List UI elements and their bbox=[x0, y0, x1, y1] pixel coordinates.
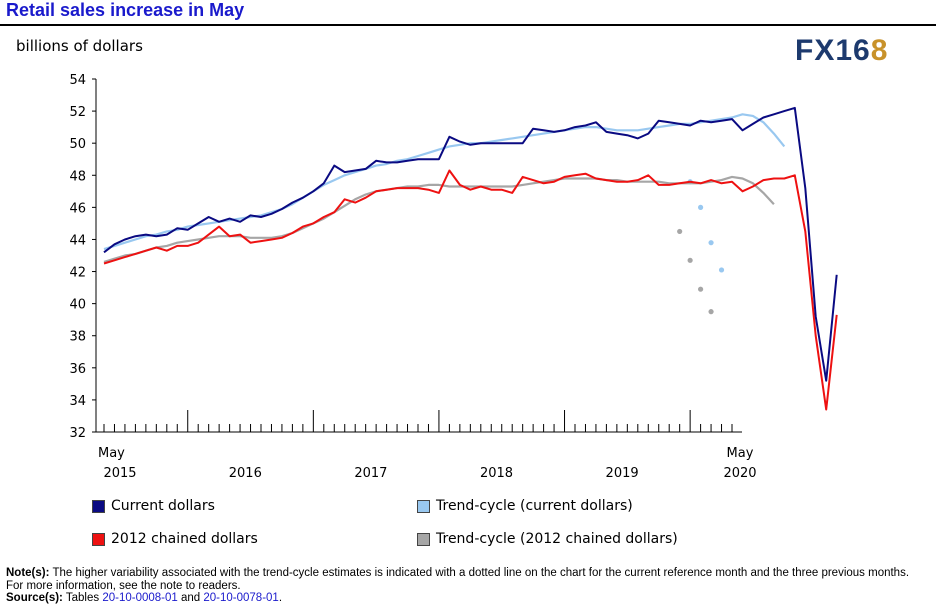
y-tick-label: 50 bbox=[69, 137, 86, 152]
units-label: billions of dollars bbox=[16, 37, 143, 55]
table-link-2[interactable]: 20-10-0078-01 bbox=[203, 592, 279, 604]
table-link-1[interactable]: 20-10-0008-01 bbox=[102, 592, 178, 604]
legend-label-chained: 2012 chained dollars bbox=[111, 531, 258, 547]
legend-label-trend-chained: Trend-cycle (2012 chained dollars) bbox=[436, 531, 678, 547]
x-year-label: 2019 bbox=[606, 466, 639, 481]
source-prefix: Tables bbox=[65, 592, 100, 604]
series-line-trend-chained bbox=[103, 175, 775, 263]
y-tick-label: 42 bbox=[69, 266, 86, 281]
note-label: Note(s): bbox=[6, 567, 50, 579]
legend-swatch-current bbox=[92, 499, 105, 513]
y-tick-label: 46 bbox=[69, 201, 86, 216]
fx168-logo: FX168 bbox=[795, 34, 888, 66]
x-year-label: 2015 bbox=[103, 466, 136, 481]
source-and: and bbox=[180, 592, 201, 604]
x-year-label: 2020 bbox=[723, 466, 756, 481]
source-end: . bbox=[278, 592, 283, 604]
legend-label-current: Current dollars bbox=[111, 498, 215, 514]
legend-swatch-trend-current bbox=[417, 499, 430, 513]
y-tick-label: 52 bbox=[69, 105, 86, 120]
source-line: Source(s): Tables 20-10-0008-01 and 20-1… bbox=[6, 592, 916, 605]
y-tick-label: 40 bbox=[69, 298, 86, 313]
x-year-label: 2017 bbox=[354, 466, 387, 481]
dotted-point-trend-current bbox=[718, 267, 725, 273]
dotted-point-trend-chained bbox=[677, 228, 683, 235]
y-tick-label: 44 bbox=[69, 233, 86, 248]
x-start-month-label: May bbox=[98, 446, 125, 461]
chart-title: Retail sales increase in May bbox=[6, 0, 245, 20]
x-year-label: 2016 bbox=[229, 466, 262, 481]
x-year-label: 2018 bbox=[480, 466, 513, 481]
y-tick-label: 38 bbox=[69, 330, 86, 345]
legend-item-trend-chained: Trend-cycle (2012 chained dollars) bbox=[417, 531, 678, 547]
chart-notes: Note(s): The higher variability associat… bbox=[6, 567, 916, 605]
source-label: Source(s): bbox=[6, 592, 63, 604]
legend-swatch-chained bbox=[92, 532, 105, 546]
dotted-point-trend-current bbox=[698, 204, 704, 210]
legend-item-chained: 2012 chained dollars bbox=[92, 531, 258, 547]
legend-item-current: Current dollars bbox=[92, 498, 215, 514]
legend-item-trend-current: Trend-cycle (current dollars) bbox=[417, 498, 633, 514]
y-tick-label: 36 bbox=[69, 362, 86, 377]
dotted-point-trend-chained bbox=[698, 286, 704, 292]
y-tick-label: 48 bbox=[69, 169, 86, 184]
dotted-point-trend-chained bbox=[687, 257, 693, 263]
series-line-current bbox=[103, 106, 838, 382]
legend-swatch-trend-chained bbox=[417, 532, 430, 546]
y-tick-label: 32 bbox=[69, 426, 86, 441]
dotted-point-trend-chained bbox=[708, 309, 714, 315]
note-line: Note(s): The higher variability associat… bbox=[6, 567, 916, 592]
x-end-month-label: May bbox=[727, 446, 754, 461]
y-tick-label: 34 bbox=[69, 394, 86, 409]
series-line-chained bbox=[103, 169, 838, 411]
dotted-point-trend-current bbox=[708, 240, 714, 246]
y-tick-label: 54 bbox=[69, 73, 86, 88]
title-divider bbox=[0, 24, 936, 26]
note-text: The higher variability associated with t… bbox=[6, 567, 910, 592]
svg-text:FX168: FX168 bbox=[795, 34, 888, 66]
legend-label-trend-current: Trend-cycle (current dollars) bbox=[436, 498, 633, 514]
